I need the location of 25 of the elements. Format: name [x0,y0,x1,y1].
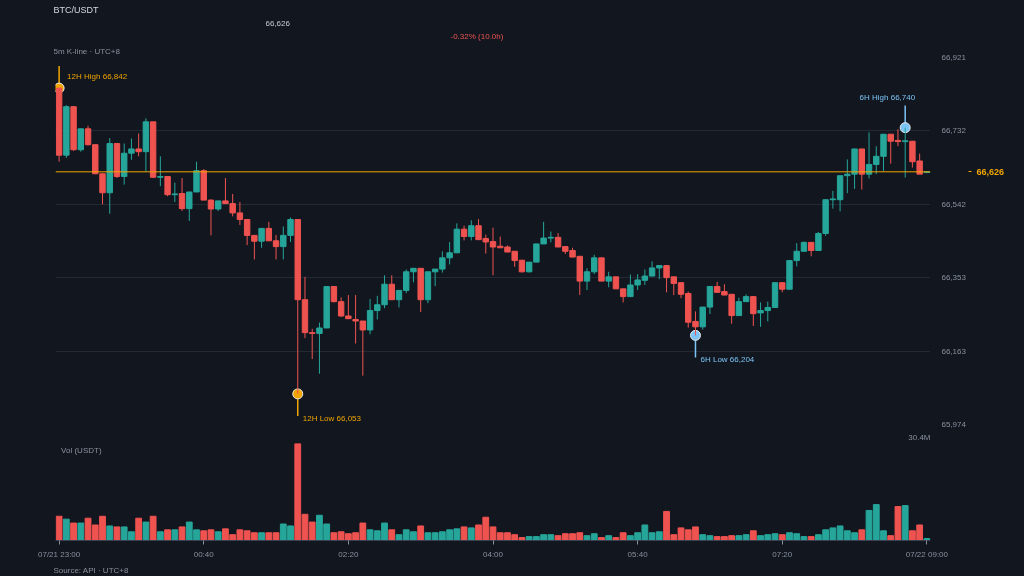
source-note: Source: API · UTC+8 [53,565,129,575]
data-label: 12H Low 66,053 [302,413,362,423]
ref-line-label: 66,626 [976,166,1005,177]
y-tick-label: 66,921 [941,53,967,62]
y-tick-label: 66,542 [941,199,967,209]
text: 30.4M [908,432,931,442]
x-tick-label: 02:20 [338,549,359,559]
y-tick-label: 66,732 [941,126,967,136]
chart-subtitle: 5m K-line · UTC+8 [53,46,121,56]
data-label: 6H Low 66,204 [700,355,755,365]
text: 66,626 [265,18,291,28]
x-tick-label: 05:40 [627,549,649,559]
chart-title: BTC/USDT [53,4,99,15]
data-label: 12H High 66,842 [67,71,128,81]
x-tick-label: 07/21 23:00 [37,549,81,559]
x-tick-label: 04:00 [482,549,504,559]
x-tick-label: 07:20 [772,549,793,559]
data-label: 6H High 66,740 [859,92,916,102]
y-tick-label: 66,353 [941,273,967,283]
x-tick-label: 00:40 [193,549,215,559]
x-tick-label: 07/22 09:00 [905,549,949,559]
text: -0.32% (10.0h) [450,31,504,41]
chart-title: Vol (USDT) [61,445,102,455]
y-tick-label: 65,974 [941,420,967,429]
y-tick-label: 66,163 [941,346,967,356]
